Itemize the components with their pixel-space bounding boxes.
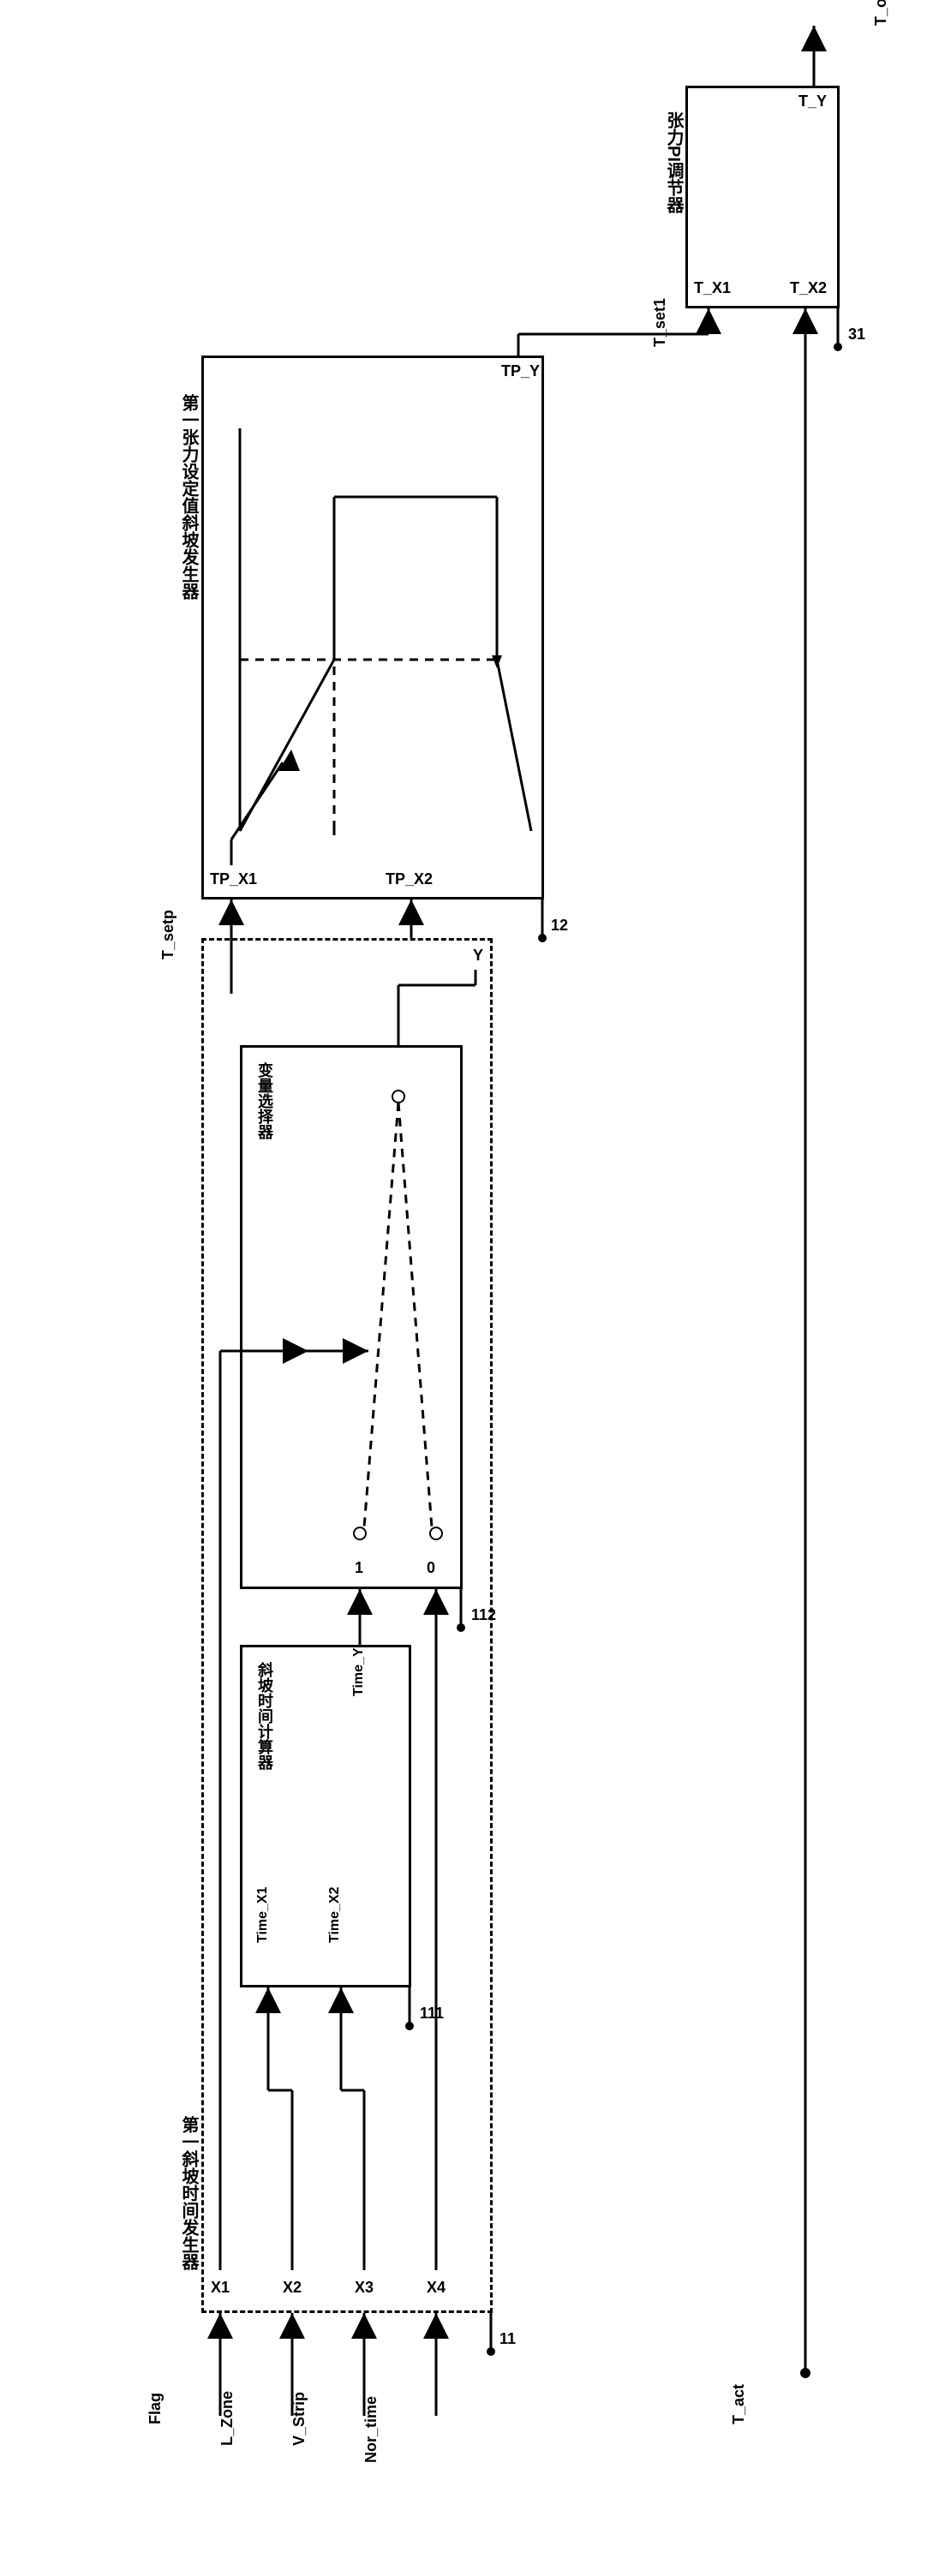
diagram-canvas: 张力PI调节器 T_X1 T_X2 T_Y 31 T_out 第一张力设定值斜坡… <box>17 17 933 2559</box>
wiring-layer <box>17 17 933 2559</box>
